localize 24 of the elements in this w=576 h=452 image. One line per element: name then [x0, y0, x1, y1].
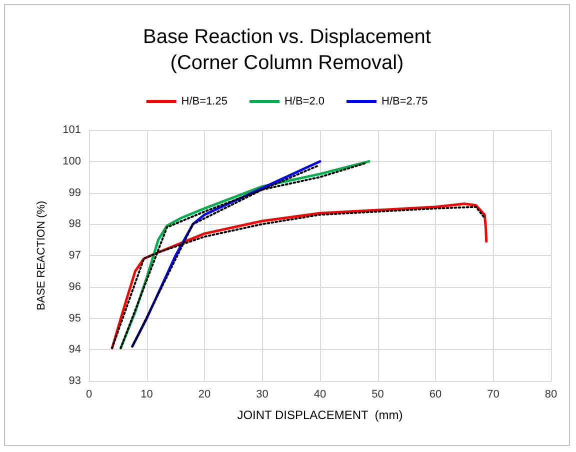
y-tick-label: 93: [68, 375, 81, 387]
legend-label: H/B=2.75: [382, 96, 428, 108]
y-tick-label: 96: [68, 280, 81, 293]
x-tick-label: 10: [140, 388, 153, 400]
y-axis-title: BASE REACTION (%): [36, 200, 48, 310]
x-tick-label: 0: [86, 388, 92, 400]
x-tick-label: 60: [429, 388, 442, 400]
y-tick-label: 101: [62, 124, 81, 136]
x-tick-label: 50: [372, 388, 384, 400]
legend-label: H/B=2.0: [284, 96, 325, 108]
x-tick-label: 70: [487, 388, 500, 400]
x-tick-label: 40: [314, 388, 326, 400]
x-tick-label: 20: [198, 388, 211, 400]
x-tick-label: 80: [544, 388, 558, 400]
y-tick-label: 99: [68, 186, 81, 199]
y-tick-label: 94: [68, 344, 81, 356]
y-tick-label: 95: [68, 312, 81, 324]
y-tick-label: 100: [62, 155, 81, 168]
y-tick-label: 98: [68, 218, 81, 230]
legend-label: H/B=1.25: [181, 96, 228, 108]
x-axis-title: JOINT DISPLACEMENT (mm): [237, 408, 403, 422]
y-tick-label: 97: [68, 250, 81, 262]
x-tick-label: 30: [256, 388, 268, 400]
chart-title: Base Reaction vs. Displacement (Corner Column Removal): [143, 26, 432, 74]
